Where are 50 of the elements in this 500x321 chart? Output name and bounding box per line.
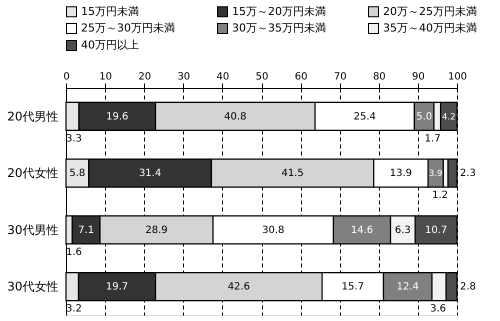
data-label: 7.1 <box>78 224 94 236</box>
x-tick-label: 10 <box>99 72 112 82</box>
data-label: 19.6 <box>106 111 128 122</box>
legend-label: 35万～40万円未満 <box>383 22 477 34</box>
data-label: 3.3 <box>66 133 82 144</box>
x-tick-label: 50 <box>256 72 268 82</box>
legend-label: 15万円未満 <box>81 4 139 18</box>
data-label: 25.4 <box>354 111 376 122</box>
legend-label: 30万～35万円未満 <box>232 22 326 34</box>
y-tick-label: 30代女性 <box>7 280 58 294</box>
data-label: 1.7 <box>424 133 441 144</box>
x-tick-label: 60 <box>294 72 308 82</box>
data-label: 41.5 <box>281 168 304 180</box>
x-tick-label: 40 <box>216 72 230 82</box>
data-label: 13.9 <box>390 168 412 180</box>
data-label: 14.6 <box>350 224 374 236</box>
data-label: 1.6 <box>66 246 82 258</box>
data-label: 40.8 <box>224 111 246 122</box>
data-label: 10.7 <box>424 224 448 236</box>
data-label: 30.8 <box>262 224 284 236</box>
x-tick-label: 30 <box>177 72 190 82</box>
data-label: 5.8 <box>69 168 86 180</box>
x-tick-label: 20 <box>138 72 152 82</box>
x-tick-label: 0 <box>63 72 70 82</box>
legend-label: 40万円以上 <box>81 38 139 52</box>
data-label: 31.4 <box>138 168 162 180</box>
legend-label: 20万～25万円未満 <box>383 4 477 18</box>
data-label: 19.7 <box>106 282 128 293</box>
data-label: 3.9 <box>428 169 442 180</box>
legend-label: 15万～20万円未満 <box>232 4 326 18</box>
data-label: 12.4 <box>396 282 419 293</box>
x-tick-label: 100 <box>448 72 468 82</box>
y-tick-label: 20代男性 <box>7 109 58 124</box>
y-tick-label: 30代男性 <box>7 222 58 237</box>
x-tick-label: 90 <box>412 72 425 82</box>
data-label: 3.6 <box>430 304 446 315</box>
data-label: 15.7 <box>342 282 364 293</box>
data-label: 6.3 <box>394 224 411 236</box>
data-label: 1.2 <box>432 190 448 202</box>
data-label: 4.2 <box>442 112 456 122</box>
data-label: 5.0 <box>416 111 432 122</box>
x-tick-label: 70 <box>334 72 347 82</box>
data-label: 2.3 <box>460 168 476 180</box>
data-label: 2.8 <box>460 282 476 293</box>
y-tick-label: 20代女性 <box>7 166 58 180</box>
data-label: 3.2 <box>66 304 82 315</box>
legend-label: 25万～30万円未満 <box>81 22 175 34</box>
x-tick-label: 80 <box>372 72 386 82</box>
data-label: 42.6 <box>228 282 250 293</box>
data-label: 28.9 <box>145 224 168 236</box>
